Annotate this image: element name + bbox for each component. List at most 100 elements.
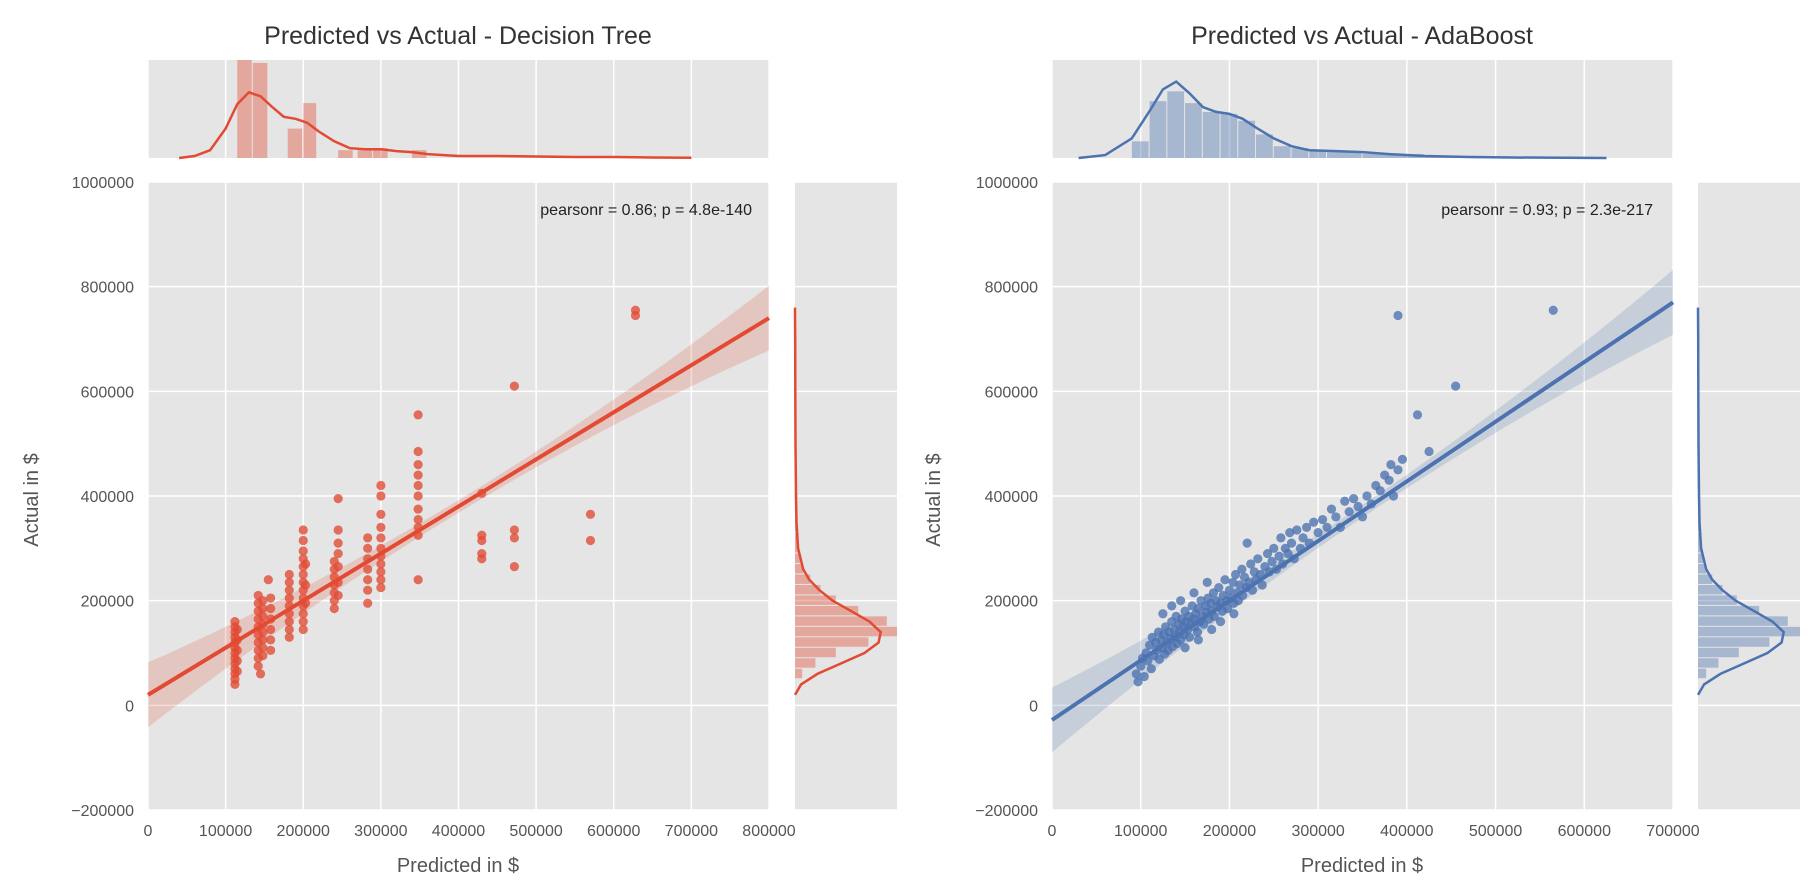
joint-scatter-plot: 0 100000 200000 300000 400000 500000 600000 700… [71, 175, 796, 840]
x-tick-label: 700000 [665, 823, 718, 840]
chart-title: Predicted vs Actual - Decision Tree [264, 22, 652, 50]
scatter-point [253, 661, 263, 671]
scatter-point [298, 546, 308, 556]
scatter-point [1331, 512, 1341, 522]
scatter-point [232, 624, 242, 635]
scatter-point [1313, 528, 1323, 538]
marginal-y-histogram [793, 181, 897, 811]
scatter-point [413, 504, 423, 514]
scatter-point [258, 611, 268, 621]
scatter-point [1276, 533, 1286, 543]
scatter-point [413, 514, 423, 525]
scatter-point [1309, 517, 1319, 527]
x-tick-label: 200000 [277, 823, 330, 840]
histogram-bar [1327, 152, 1362, 158]
scatter-point [1326, 504, 1337, 514]
histogram-bar [1291, 148, 1309, 158]
marginal-x-histogram [1051, 60, 1674, 160]
scatter-point [376, 522, 386, 533]
scatter-point [284, 593, 294, 603]
scatter-point [258, 603, 268, 614]
scatter-point [413, 446, 423, 457]
histogram-bar [1149, 101, 1167, 158]
scatter-point [1139, 671, 1149, 682]
y-tick-label: 0 [125, 698, 134, 715]
scatter-point [1231, 569, 1241, 580]
histogram-bar [1256, 134, 1273, 158]
scatter-point [284, 632, 294, 642]
histogram-bar [1309, 150, 1327, 158]
scatter-point [413, 480, 423, 491]
histogram-bar [795, 605, 859, 616]
histogram-bar [795, 668, 803, 679]
scatter-point [1202, 577, 1212, 587]
histogram-bar [1698, 616, 1788, 626]
scatter-point [630, 310, 641, 321]
histogram-bar [795, 616, 887, 626]
histogram-bar [1698, 584, 1723, 595]
scatter-point [258, 627, 268, 637]
scatter-point [1344, 507, 1354, 517]
scatter-point [1362, 491, 1372, 501]
scatter-point [284, 624, 294, 635]
scatter-point [329, 603, 339, 614]
histogram-bar [1185, 103, 1202, 158]
scatter-point [376, 533, 386, 543]
regression-line [146, 316, 771, 697]
scatter-point [1548, 305, 1558, 315]
x-tick-label: 500000 [1469, 823, 1522, 840]
histogram-bar [338, 150, 353, 158]
y-tick-label: 600000 [81, 384, 134, 401]
scatter-point [1353, 501, 1363, 512]
scatter-point [1242, 538, 1252, 548]
histogram-bar [795, 626, 897, 637]
histogram-bar [795, 647, 836, 658]
y-tick-label: 1000000 [976, 175, 1038, 192]
scatter-point [376, 559, 386, 569]
x-tick-label: 700000 [1646, 823, 1699, 840]
scatter-point [1283, 548, 1293, 559]
scatter-point [363, 585, 373, 595]
y-tick-label: 200000 [81, 594, 134, 611]
scatter-point [413, 460, 423, 470]
scatter-point [284, 577, 294, 587]
histogram-bar [237, 60, 252, 158]
histogram-bar [252, 62, 268, 158]
histogram-bar [1362, 154, 1424, 158]
x-tick-label: 0 [1048, 823, 1057, 840]
scatter-point [258, 651, 268, 661]
histogram-bar [795, 584, 821, 595]
pearson-annotation: pearsonr = 0.93; p = 2.3e-217 [1441, 202, 1653, 219]
scatter-point [509, 381, 519, 391]
x-tick-label: 300000 [1291, 823, 1344, 840]
scatter-point [1322, 522, 1332, 533]
histogram-bar [1698, 605, 1760, 616]
scatter-point [263, 575, 273, 585]
scatter-point [1269, 543, 1279, 553]
scatter-point [258, 635, 268, 645]
scatter-point [298, 617, 308, 627]
scatter-point [298, 535, 308, 546]
scatter-point [298, 609, 308, 619]
marginal-background [1052, 60, 1673, 158]
pearson-annotation: pearsonr = 0.86; p = 4.8e-140 [540, 202, 752, 219]
scatter-point [1393, 465, 1403, 475]
scatter-point [1386, 460, 1396, 470]
scatter-point [266, 593, 276, 603]
chart-title: Predicted vs Actual - AdaBoost [1191, 22, 1533, 50]
kde-curve [1696, 307, 1786, 696]
x-tick-label: 600000 [1558, 823, 1611, 840]
y-tick-label: 400000 [985, 489, 1038, 506]
histogram-bar [1167, 91, 1185, 158]
scatter-point [1451, 381, 1461, 391]
scatter-point [258, 643, 268, 653]
scatter-point [255, 669, 266, 679]
marginal-x-histogram [147, 60, 770, 160]
scatter-point [363, 575, 373, 585]
histogram-bar [1698, 564, 1707, 574]
scatter-point [1412, 410, 1423, 420]
y-axis-label: Actual in $ [923, 453, 945, 546]
histogram-bar [1698, 637, 1770, 647]
scatter-point [1131, 669, 1141, 679]
